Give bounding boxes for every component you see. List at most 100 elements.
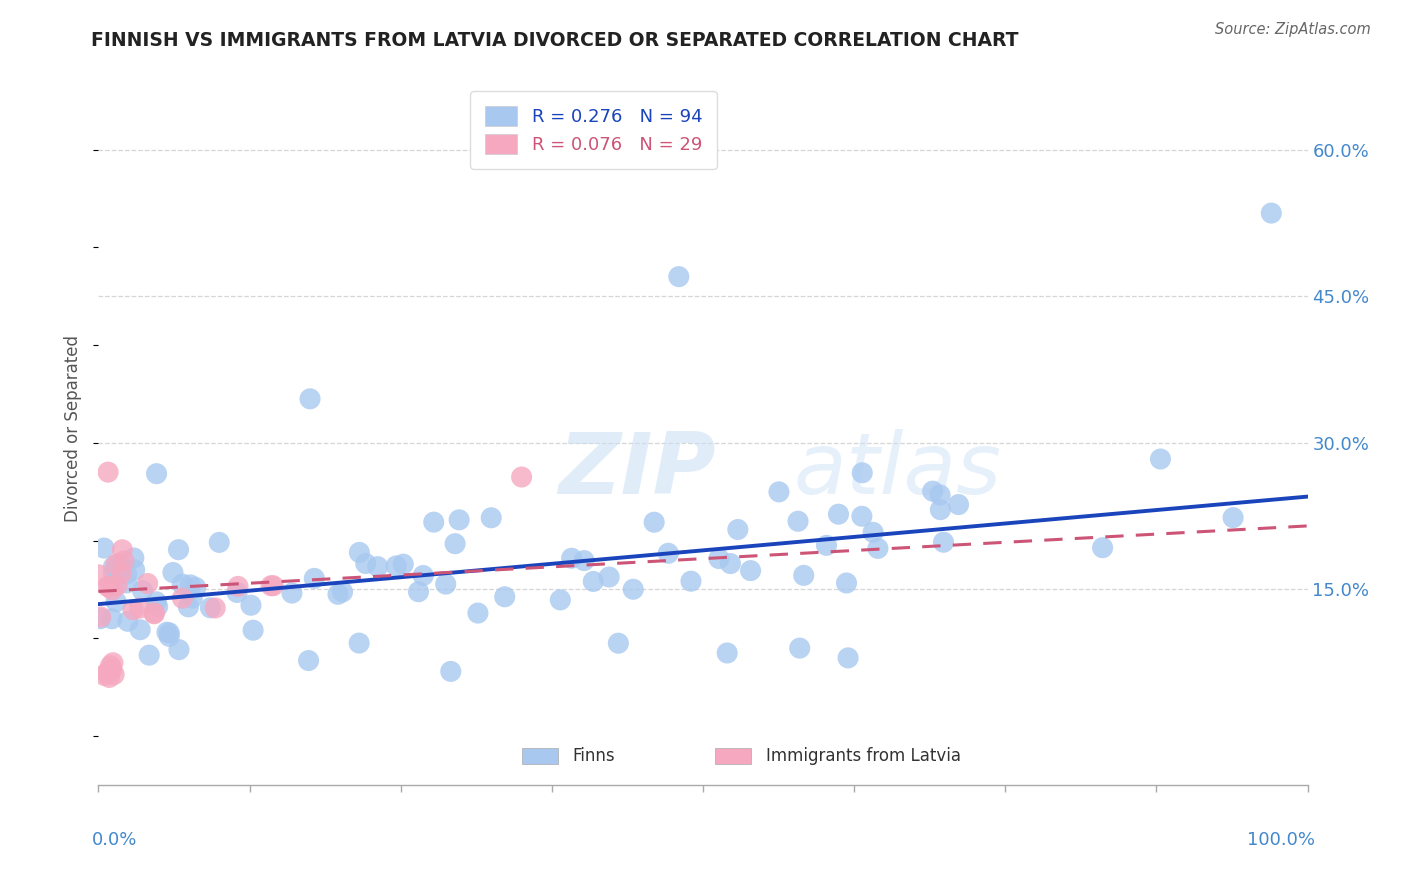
Point bbox=[299, 392, 322, 406]
Point bbox=[326, 587, 349, 601]
Point bbox=[167, 642, 190, 657]
Point bbox=[297, 654, 319, 668]
Point bbox=[156, 625, 179, 640]
Point bbox=[367, 559, 389, 574]
Point bbox=[97, 465, 120, 479]
Text: ZIP: ZIP bbox=[558, 429, 716, 513]
Point bbox=[349, 545, 371, 559]
Text: FINNISH VS IMMIGRANTS FROM LATVIA DIVORCED OR SEPARATED CORRELATION CHART: FINNISH VS IMMIGRANTS FROM LATVIA DIVORC… bbox=[91, 31, 1019, 50]
Point bbox=[242, 624, 264, 638]
Point bbox=[740, 564, 762, 578]
Point bbox=[354, 557, 377, 571]
Point bbox=[122, 602, 145, 616]
Point bbox=[103, 566, 125, 581]
Point bbox=[467, 606, 489, 620]
Point bbox=[122, 550, 145, 565]
Point bbox=[200, 600, 222, 615]
Point bbox=[177, 599, 200, 614]
Point bbox=[138, 648, 160, 662]
Point bbox=[108, 557, 131, 571]
Point bbox=[98, 580, 121, 594]
Point bbox=[115, 576, 138, 591]
Point bbox=[184, 581, 207, 595]
Point bbox=[262, 579, 284, 593]
Point bbox=[136, 576, 159, 591]
Point bbox=[111, 566, 134, 580]
Point bbox=[582, 574, 605, 589]
Point bbox=[510, 470, 533, 484]
Text: Immigrants from Latvia: Immigrants from Latvia bbox=[766, 747, 960, 764]
Point bbox=[162, 566, 184, 580]
Text: Source: ZipAtlas.com: Source: ZipAtlas.com bbox=[1215, 22, 1371, 37]
Point bbox=[929, 502, 952, 516]
Point bbox=[727, 523, 749, 537]
Point bbox=[707, 551, 730, 566]
Point bbox=[157, 625, 180, 640]
Point bbox=[111, 542, 134, 557]
Point bbox=[815, 538, 838, 552]
Text: atlas: atlas bbox=[793, 429, 1001, 513]
Point bbox=[103, 559, 125, 574]
Point bbox=[679, 574, 702, 589]
Point bbox=[89, 612, 111, 626]
Point bbox=[866, 541, 889, 556]
Point bbox=[105, 562, 128, 576]
Point bbox=[105, 578, 128, 592]
Point bbox=[332, 585, 354, 599]
Point bbox=[440, 665, 463, 679]
Bar bbox=[716, 747, 751, 764]
Point bbox=[260, 579, 283, 593]
Point bbox=[100, 658, 122, 673]
Point bbox=[385, 558, 408, 573]
Point bbox=[851, 466, 873, 480]
Point bbox=[100, 663, 122, 677]
Point bbox=[101, 582, 124, 597]
Point bbox=[112, 554, 135, 568]
Point bbox=[718, 557, 741, 571]
Point bbox=[392, 557, 415, 571]
Point bbox=[347, 636, 370, 650]
Point bbox=[131, 583, 153, 598]
Point bbox=[128, 601, 150, 615]
Point bbox=[103, 667, 125, 681]
Point bbox=[1222, 510, 1244, 524]
Point bbox=[494, 590, 516, 604]
Point bbox=[607, 636, 630, 650]
Bar bbox=[522, 747, 558, 764]
Point bbox=[181, 591, 204, 605]
Point bbox=[1260, 206, 1282, 220]
Point bbox=[768, 484, 790, 499]
Point bbox=[239, 599, 262, 613]
Point bbox=[129, 623, 152, 637]
Point bbox=[115, 566, 138, 581]
Point bbox=[179, 578, 201, 592]
Point bbox=[621, 582, 644, 597]
Point bbox=[101, 612, 124, 626]
Point bbox=[444, 537, 467, 551]
Point bbox=[146, 599, 169, 614]
Point bbox=[835, 576, 858, 591]
Point bbox=[208, 535, 231, 549]
Point bbox=[143, 606, 166, 620]
Point bbox=[90, 610, 112, 624]
Point bbox=[145, 595, 167, 609]
Point bbox=[929, 488, 952, 502]
Point bbox=[167, 542, 190, 557]
Point bbox=[862, 525, 884, 540]
Point bbox=[412, 568, 434, 582]
Y-axis label: Divorced or Separated: Divorced or Separated bbox=[65, 334, 83, 522]
Point bbox=[921, 484, 943, 499]
Point bbox=[787, 514, 810, 528]
Point bbox=[226, 585, 249, 599]
Point bbox=[408, 584, 430, 599]
Text: 100.0%: 100.0% bbox=[1247, 831, 1315, 849]
Point bbox=[124, 563, 146, 577]
Point bbox=[1149, 452, 1171, 467]
Legend: R = 0.276   N = 94, R = 0.076   N = 29: R = 0.276 N = 94, R = 0.076 N = 29 bbox=[470, 91, 717, 169]
Point bbox=[172, 577, 194, 591]
Point bbox=[117, 615, 139, 629]
Point bbox=[226, 579, 249, 593]
Point bbox=[96, 665, 118, 680]
Point bbox=[98, 670, 121, 684]
Point bbox=[304, 571, 326, 585]
